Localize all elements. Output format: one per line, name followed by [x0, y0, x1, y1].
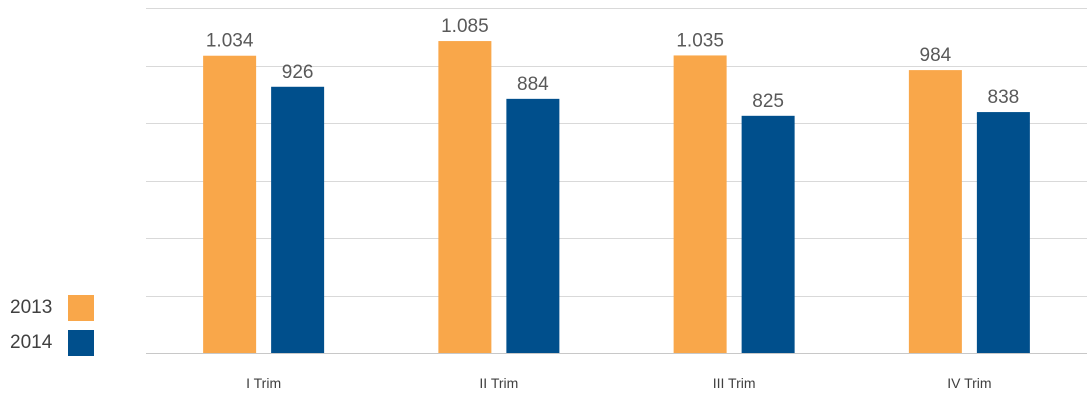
bars — [203, 41, 1030, 354]
legend-label: 2014 — [10, 332, 53, 353]
bar-value-label: 838 — [988, 87, 1020, 108]
category-label: II Trim — [479, 375, 518, 391]
bar-2014-1 — [271, 86, 325, 354]
legend: 2013 2014 — [10, 295, 94, 356]
bar-value-label: 1.035 — [676, 30, 724, 51]
bar-value-label: 825 — [752, 91, 784, 112]
bar-2014-4 — [976, 112, 1030, 353]
bar-value-label: 884 — [517, 74, 549, 95]
bar-2013-4 — [908, 70, 962, 353]
bar-2013-1 — [203, 55, 257, 353]
bar-2013-2 — [438, 41, 492, 353]
category-label: I Trim — [246, 375, 281, 391]
category-label: III Trim — [713, 375, 756, 391]
category-label: IV Trim — [947, 375, 991, 391]
bar-value-label: 1.034 — [206, 31, 254, 52]
bar-2014-3 — [741, 115, 795, 353]
bar-value-label: 926 — [282, 62, 314, 83]
bar-value-labels: 1.034 926 1.085 884 1.035 825 984 838 — [206, 16, 1019, 112]
bar-value-label: 1.085 — [441, 16, 489, 37]
legend-swatch — [68, 295, 94, 321]
bar-value-label: 984 — [920, 45, 952, 66]
bar-2013-3 — [673, 55, 727, 353]
bar-2014-2 — [506, 98, 560, 353]
legend-swatch — [68, 330, 94, 356]
category-labels: I Trim II Trim III Trim IV Trim — [246, 375, 991, 391]
legend-label: 2013 — [10, 297, 52, 318]
